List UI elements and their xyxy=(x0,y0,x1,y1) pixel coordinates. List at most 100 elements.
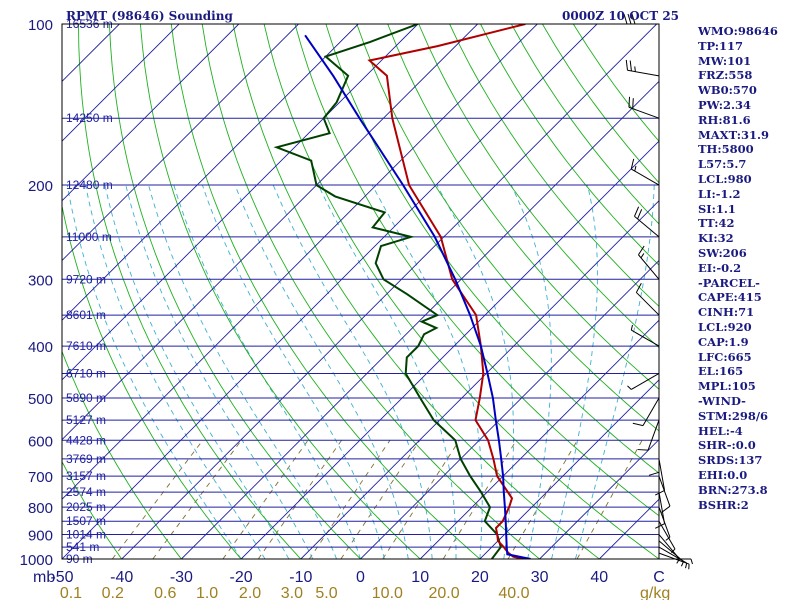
index-item: PW:2.34 xyxy=(698,97,752,112)
dry-adiabat-line xyxy=(62,203,242,559)
pressure-tick-label: 1000 xyxy=(20,552,53,569)
temperature-tick-label: C xyxy=(653,569,665,586)
isotherm-line xyxy=(360,259,659,559)
height-label: 8601 m xyxy=(66,308,106,322)
height-label: 1014 m xyxy=(66,528,106,542)
height-label: 2574 m xyxy=(66,485,106,499)
temperature-tick-label: 10 xyxy=(411,569,429,586)
dry-adiabat-line xyxy=(449,24,659,307)
wind-barb xyxy=(625,59,660,77)
index-item: STM:298/6 xyxy=(698,408,769,423)
parcel-series xyxy=(304,34,531,559)
height-label: 4428 m xyxy=(66,433,106,447)
wind-barb xyxy=(658,475,671,513)
pressure-tick-label: 400 xyxy=(28,339,53,356)
dry-adiabat-line xyxy=(62,460,123,559)
temperature-tick-label: 30 xyxy=(531,569,549,586)
height-label: 5890 m xyxy=(66,391,106,405)
mixing-ratio-label: 0.6 xyxy=(154,585,176,600)
moist-adiabat-line xyxy=(574,185,655,559)
index-item: BRN:273.8 xyxy=(698,482,768,497)
temperature-tick-label: -30 xyxy=(170,569,193,586)
isotherm-line xyxy=(419,319,659,559)
dry-adiabat-line xyxy=(170,24,481,559)
mixing-ratio-label: 2.0 xyxy=(239,585,261,600)
height-label: 2025 m xyxy=(66,500,106,514)
mixing-ratio-label: 20.0 xyxy=(429,585,460,600)
mixing-unit-label: g/kg xyxy=(640,585,670,600)
dry-adiabat-line xyxy=(356,24,659,432)
isotherm-line xyxy=(121,24,658,559)
index-item: EI:-0.2 xyxy=(698,260,742,275)
temperature-tick-label: -20 xyxy=(230,569,253,586)
wind-barb xyxy=(638,245,660,280)
isotherm-line xyxy=(62,24,180,142)
pressure-tick-label: 600 xyxy=(28,433,53,450)
dry-adiabats xyxy=(62,24,659,559)
dry-adiabat-line xyxy=(480,24,659,266)
moist-adiabat-line xyxy=(104,184,290,559)
wind-barb xyxy=(630,158,660,186)
mixing-ratio-line xyxy=(308,440,391,559)
height-label: 9720 m xyxy=(66,272,106,286)
height-label: 11000 m xyxy=(66,230,112,244)
index-item: CAPE:415 xyxy=(698,290,762,305)
wind-barb xyxy=(634,206,660,238)
height-label: 5127 m xyxy=(66,413,106,427)
wind-barb xyxy=(658,552,690,570)
mixing-ratio-line xyxy=(507,440,578,559)
isotherm-line xyxy=(62,24,538,500)
isotherm-line xyxy=(62,24,598,559)
index-item: TH:5800 xyxy=(698,142,754,157)
dry-adiabat-line xyxy=(78,24,302,559)
isotherm-line xyxy=(479,379,659,559)
index-item: LFC:665 xyxy=(698,349,752,364)
dry-adiabat-line xyxy=(139,24,421,559)
dry-adiabat-line xyxy=(201,24,541,559)
mixing-ratio-label: 3.0 xyxy=(281,585,303,600)
index-item: SI:1.1 xyxy=(698,201,736,216)
index-item: HEL:-4 xyxy=(698,423,743,438)
mixing-ratio-label: 40.0 xyxy=(498,585,529,600)
index-item: FRZ:558 xyxy=(698,68,753,83)
temperature-tick-label: -50 xyxy=(50,569,73,586)
wind-barb xyxy=(655,492,666,529)
wind-barb xyxy=(632,397,660,427)
index-item: SW:206 xyxy=(698,245,747,260)
wind-barb xyxy=(637,419,660,451)
isobars xyxy=(62,23,659,560)
isotherm-line xyxy=(62,24,240,202)
isotherm-line xyxy=(62,24,478,441)
isotherm-line xyxy=(240,140,659,559)
isotherm-line xyxy=(539,438,659,559)
wind-barb xyxy=(655,458,666,496)
mixing-ratio-label: 5.0 xyxy=(315,585,337,600)
index-item: -PARCEL- xyxy=(698,275,760,290)
moist-adiabat-line xyxy=(85,185,266,559)
index-item: -WIND- xyxy=(698,393,746,408)
isotherm-line xyxy=(181,80,659,559)
wind-barb xyxy=(635,283,660,316)
sounding-series xyxy=(273,24,531,559)
index-item: WMO:98646 xyxy=(698,24,778,38)
index-item: TT:42 xyxy=(698,216,735,231)
mixing-ratio-label: 0.1 xyxy=(60,585,82,600)
index-item: EHI:0.0 xyxy=(698,467,748,482)
pressure-tick-label: 100 xyxy=(28,17,53,34)
dry-adiabat-line xyxy=(294,24,659,517)
mixing-ratio-label: 10.0 xyxy=(372,585,403,600)
height-label: 3769 m xyxy=(66,452,106,466)
moist-adiabat-line xyxy=(66,185,242,559)
mixing-ratio-line xyxy=(152,440,242,559)
wind-barbs xyxy=(623,13,693,570)
index-item: LCL:920 xyxy=(698,319,752,334)
temperature-series xyxy=(367,24,526,559)
dewpoint-series xyxy=(273,24,502,559)
height-label: 3157 m xyxy=(66,469,106,483)
height-label: 7610 m xyxy=(66,339,106,353)
height-label: 1507 m xyxy=(66,514,106,528)
index-item: CINH:71 xyxy=(698,305,755,320)
